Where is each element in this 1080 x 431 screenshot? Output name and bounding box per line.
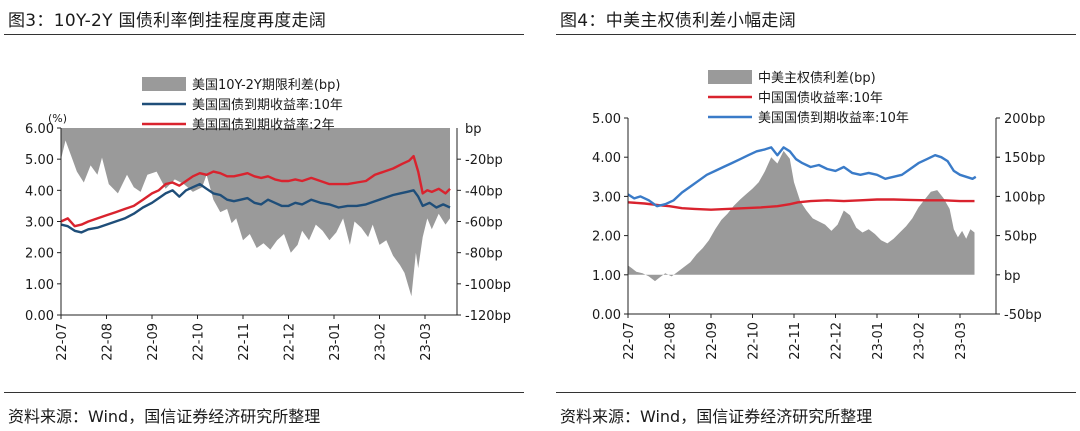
x-tick-label: 22-11: [237, 323, 252, 361]
right-tick-label: -40bp: [465, 184, 503, 199]
right-tick-label: -100bp: [465, 278, 511, 293]
x-tick-label: 22-08: [664, 322, 679, 360]
x-tick-label: 22-11: [788, 322, 803, 360]
right-tick-label: -80bp: [465, 247, 503, 262]
source-note: 资料来源：Wind，国信证券经济研究所整理: [560, 407, 873, 426]
x-tick-label: 22-09: [705, 322, 720, 360]
spread-area: [61, 128, 450, 297]
x-tick-label: 22-12: [830, 322, 845, 360]
source-note: 资料来源：Wind，国信证券经济研究所整理: [8, 407, 321, 426]
legend-swatch-area: [708, 70, 752, 84]
right-tick-label: 100bp: [1004, 190, 1045, 205]
left-tick-label: 1.00: [592, 269, 621, 284]
right-tick-label: 150bp: [1004, 151, 1045, 166]
source-divider: [4, 392, 524, 393]
legend-label: 美国国债到期收益率:10年: [192, 97, 343, 113]
left-tick-label: 1.00: [25, 278, 54, 293]
figure-3-title: 图3：10Y-2Y 国债利率倒挂程度再度走阔: [8, 11, 327, 31]
right-tick-label: 50bp: [1004, 230, 1037, 245]
right-axis-unit: bp: [465, 122, 482, 137]
right-tick-label: -60bp: [465, 216, 503, 231]
legend-label: 美国国债到期收益率:10年: [758, 110, 909, 126]
left-tick-label: 2.00: [592, 230, 621, 245]
right-tick-label: bp: [1004, 269, 1021, 284]
right-tick-label: -120bp: [465, 309, 511, 324]
left-tick-label: 5.00: [25, 153, 54, 168]
x-tick-label: 22-10: [192, 323, 207, 361]
title-divider: [4, 34, 524, 35]
x-tick-label: 23-02: [374, 323, 389, 361]
x-tick-label: 22-08: [101, 323, 116, 361]
left-tick-label: 0.00: [592, 308, 621, 323]
x-tick-label: 23-03: [419, 323, 434, 361]
legend-label: 中国国债收益率:10年: [758, 90, 883, 106]
left-tick-label: 0.00: [25, 309, 54, 324]
left-tick-label: 3.00: [25, 216, 54, 231]
title-divider: [556, 34, 1076, 35]
series-line-2: [627, 146, 977, 208]
left-tick-label: 4.00: [592, 151, 621, 166]
figure-4-title: 图4：中美主权债利差小幅走阔: [560, 11, 797, 31]
legend-label: 美国国债到期收益率:2年: [192, 117, 335, 133]
x-tick-label: 22-12: [283, 323, 298, 361]
x-tick-label: 23-02: [913, 322, 928, 360]
left-tick-label: 5.00: [592, 112, 621, 127]
right-tick-label: -20bp: [465, 153, 503, 168]
right-tick-label: 200bp: [1004, 112, 1045, 127]
legend-label: 美国10Y-2Y期限利差(bp): [192, 78, 341, 93]
figure-4-panel: 图4：中美主权债利差小幅走阔 0.00 1.00 2.00 3.00 4.00 5.00 2…: [556, 0, 1076, 431]
source-divider: [556, 392, 1076, 393]
x-tick-label: 22-07: [622, 322, 637, 360]
x-tick-label: 23-01: [328, 323, 343, 361]
legend-swatch-area: [142, 77, 186, 91]
left-tick-label: 4.00: [25, 184, 54, 199]
left-axis-unit: (%): [48, 112, 67, 125]
x-tick-label: 23-03: [954, 322, 969, 360]
left-tick-label: 2.00: [25, 247, 54, 262]
x-tick-label: 22-07: [55, 323, 70, 361]
left-tick-label: 6.00: [25, 122, 54, 137]
figure-4-chart: 0.00 1.00 2.00 3.00 4.00 5.00 200bp 150bp 100bp 5…: [592, 70, 1045, 360]
legend-label: 中美主权债利差(bp): [758, 70, 876, 86]
x-tick-label: 22-09: [146, 323, 161, 361]
x-tick-label: 22-10: [747, 322, 762, 360]
right-tick-label: -50bp: [1004, 308, 1042, 323]
series-line-2: [60, 154, 451, 228]
spread-area: [628, 150, 975, 282]
left-tick-label: 3.00: [592, 190, 621, 205]
figure-3-chart: 0.00 1.00 2.00 3.00 4.00 5.00 6.00 -20bp -40bp -6…: [25, 77, 511, 361]
series-line-1: [627, 198, 975, 211]
series-line-1: [60, 182, 451, 234]
figure-3-panel: 图3：10Y-2Y 国债利率倒挂程度再度走阔 0.00 1.00 2.00 3.00 4…: [4, 0, 524, 431]
x-tick-label: 23-01: [871, 322, 886, 360]
